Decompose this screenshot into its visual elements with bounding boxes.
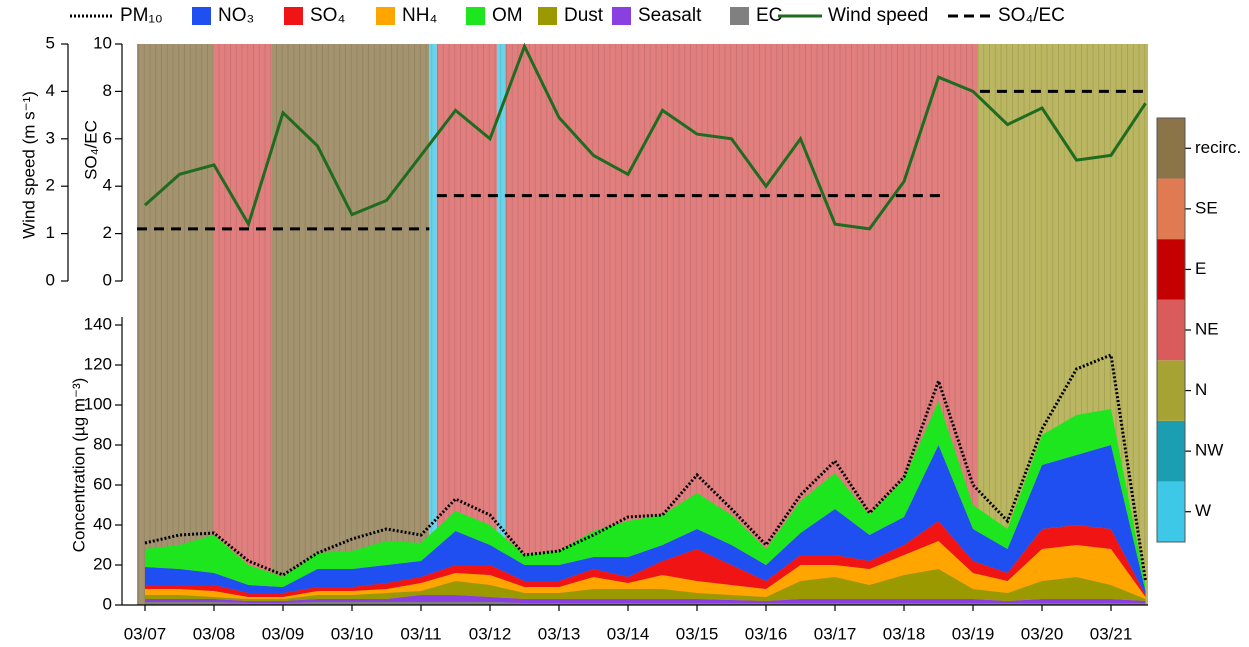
colorbar-label: NW [1195,441,1223,460]
stacked-area [145,602,1146,605]
colorbar-label: N [1195,380,1207,399]
x-tick-label: 03/15 [676,624,719,643]
y-tick-label: 1 [46,223,55,242]
stacked-area [145,401,1146,591]
y-tick-label: 60 [93,474,112,493]
x-tick-label: 03/08 [193,624,236,643]
y-tick-label: 5 [46,33,55,52]
legend-label: SO₄ [310,5,345,26]
legend-swatch [376,7,395,25]
legend-label: PM₁₀ [120,5,163,26]
pm10-line [144,352,1147,582]
stacked-area [145,445,1146,595]
x-tick-label: 03/19 [952,624,995,643]
legend-label: NH₄ [402,5,437,26]
colorbar-swatch [1157,481,1185,542]
legend-swatch [538,7,557,25]
colorbar-label: NE [1195,319,1219,338]
colorbar-swatch [1157,178,1185,240]
colorbar-label: recirc. [1195,138,1241,157]
legend-swatch [192,7,211,25]
y-axis-title: Concentration (µg m⁻³) [69,378,88,553]
y-tick-label: 0 [103,594,112,613]
legend-label: NO₃ [218,5,254,26]
colorbar-swatch [1157,420,1185,482]
legend-swatch [466,7,485,25]
y-axis-title: Wind speed (m s⁻¹) [19,91,38,239]
y-tick-label: 3 [46,128,55,147]
legend-label: EC [756,5,782,26]
legend-label: OM [492,5,523,26]
stacked-area [145,541,1146,599]
y-tick-label: 140 [84,314,112,333]
x-tick-label: 03/07 [124,624,167,643]
y-tick-label: 4 [46,81,55,100]
x-tick-label: 03/21 [1090,624,1133,643]
y-tick-label: 80 [93,434,112,453]
colorbar-frame [1156,117,1186,543]
wind-line [144,42,1147,231]
legend-swatch [730,7,749,25]
x-tick-label: 03/14 [607,624,650,643]
y-tick-label: 20 [93,554,112,573]
x-tick-label: 03/11 [400,624,441,643]
legend-swatch [284,7,303,25]
x-tick-label: 03/20 [1021,624,1064,643]
colorbar-label: SE [1195,198,1218,217]
y2-tick-label: 10 [93,33,112,52]
colorbar-swatch [1157,239,1185,300]
y-tick-label: 2 [46,176,55,195]
y2-tick-label: 4 [103,176,112,195]
y-tick-label: 100 [84,394,112,413]
x-tick-label: 03/13 [538,624,581,643]
colorbar-label: E [1195,259,1206,278]
x-tick-label: 03/12 [469,624,512,643]
ratio-line [137,89,1148,231]
colorbar-swatch [1157,360,1185,421]
legend-label: Wind speed [828,5,928,26]
y2-tick-label: 6 [103,128,112,147]
x-tick-label: 03/18 [883,624,926,643]
legend-label: Dust [564,5,604,26]
y2-tick-label: 0 [103,270,112,289]
y2-axis-title: SO₄/EC [81,120,100,180]
y-tick-label: 120 [84,354,112,373]
legend-label: SO₄/EC [998,5,1065,26]
stacked-area [145,569,1146,601]
y2-tick-label: 2 [103,223,112,242]
colorbar-label: W [1195,501,1211,520]
x-tick-label: 03/10 [331,624,374,643]
x-tick-label: 03/16 [745,624,788,643]
y2-tick-label: 8 [103,81,112,100]
x-tick-label: 03/17 [814,624,857,643]
legend-swatch [612,7,631,25]
y-tick-label: 0 [46,270,55,289]
colorbar-swatch [1157,118,1185,179]
legend-label: Seasalt [638,5,702,26]
y-tick-label: 40 [93,514,112,533]
colorbar-swatch [1157,299,1185,361]
x-tick-label: 03/09 [262,624,305,643]
